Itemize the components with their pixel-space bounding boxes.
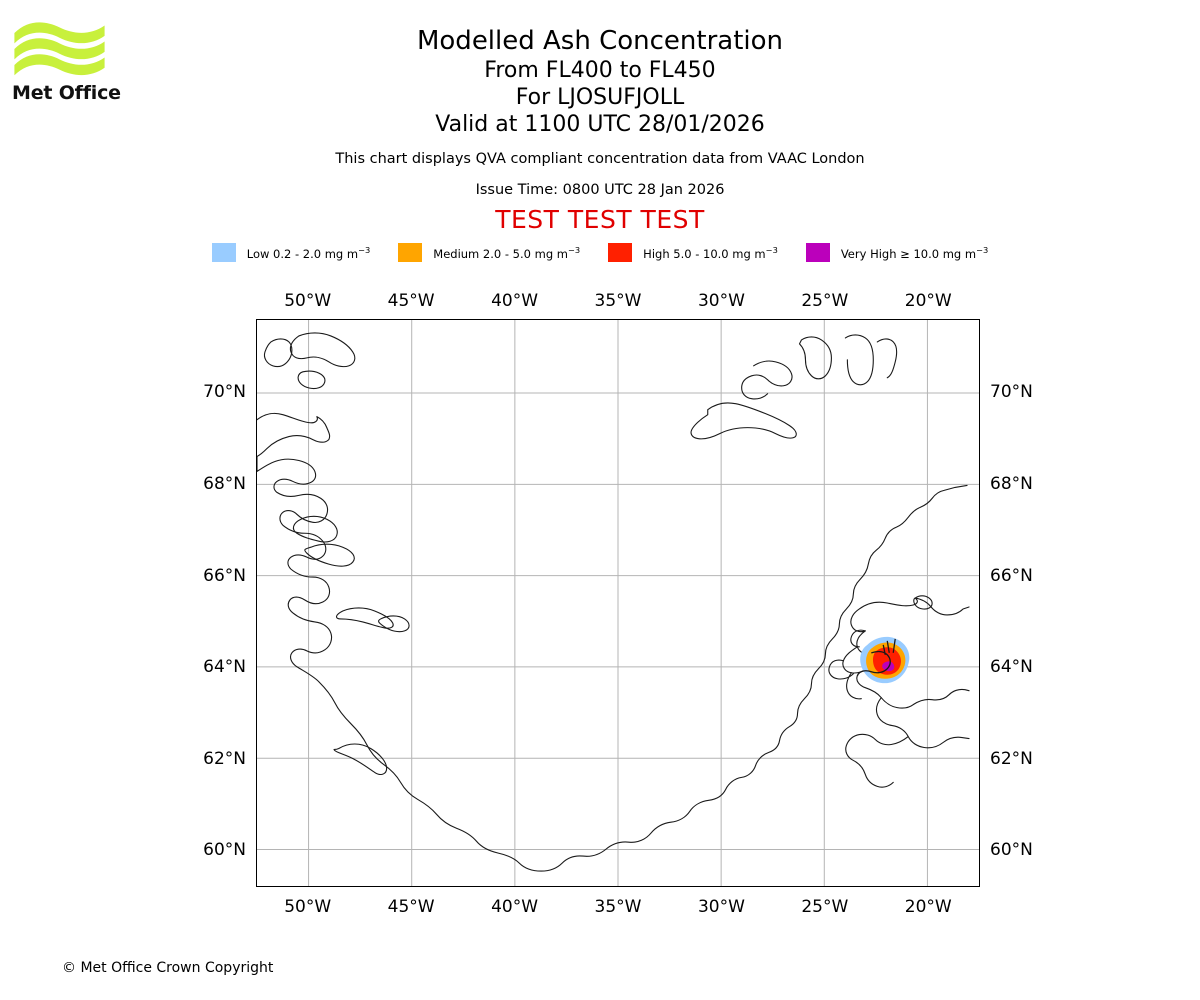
greenland-ne-island-2 bbox=[798, 336, 832, 380]
flight-level-subtitle: From FL400 to FL450 bbox=[484, 58, 716, 83]
chart-header: Modelled Ash Concentration From FL400 to… bbox=[0, 26, 1200, 234]
ytick-right-70°N: 70°N bbox=[990, 382, 1033, 403]
legend-high-swatch bbox=[608, 243, 633, 262]
xtick-bottom-35°W: 35°W bbox=[594, 897, 642, 917]
xtick-bottom-50°W: 50°W bbox=[284, 897, 332, 917]
test-banner: TEST TEST TEST bbox=[495, 205, 705, 234]
xtick-top-20°W: 20°W bbox=[904, 291, 952, 311]
legend-very-high-swatch bbox=[805, 243, 830, 262]
ytick-left-70°N: 70°N bbox=[203, 382, 246, 403]
greenland-west-island-4 bbox=[378, 615, 410, 633]
volcano-subtitle: For LJOSUFJOLL bbox=[515, 85, 685, 110]
ytick-left-68°N: 68°N bbox=[203, 473, 246, 494]
legend-medium: Medium 2.0 - 5.0 mg m−3 bbox=[398, 243, 580, 262]
met-office-logo: Met Office bbox=[12, 18, 212, 104]
legend-medium-swatch bbox=[398, 243, 423, 262]
greenland-nw-island-3 bbox=[297, 370, 326, 390]
greenland-coast bbox=[257, 412, 968, 872]
ytick-left-64°N: 64°N bbox=[203, 657, 246, 678]
greenland-ne-island bbox=[741, 360, 793, 400]
legend-high: High 5.0 - 10.0 mg m−3 bbox=[608, 243, 778, 262]
plume-very-high-contour bbox=[882, 661, 895, 672]
greenland-ne-island-3 bbox=[844, 334, 874, 386]
legend-very-high: Very High ≥ 10.0 mg m−3 bbox=[805, 243, 989, 262]
greenland-nw-island-2 bbox=[289, 332, 356, 368]
page-title: Modelled Ash Concentration bbox=[416, 26, 784, 56]
legend-very-high-label: Very High ≥ 10.0 mg m−3 bbox=[840, 244, 989, 261]
greenland-east-inlet bbox=[690, 402, 797, 440]
ash-plume bbox=[856, 636, 910, 684]
legend-low: Low 0.2 - 2.0 mg m−3 bbox=[211, 243, 371, 262]
ytick-left-62°N: 62°N bbox=[203, 748, 246, 769]
greenland-sw-island bbox=[333, 743, 388, 776]
greenland-ne-island-4 bbox=[876, 338, 898, 379]
xtick-top-45°W: 45°W bbox=[387, 291, 435, 311]
legend-medium-label: Medium 2.0 - 5.0 mg m−3 bbox=[433, 244, 581, 261]
greenland-west-island-2 bbox=[304, 543, 355, 567]
ytick-right-60°N: 60°N bbox=[990, 840, 1033, 861]
ytick-left-60°N: 60°N bbox=[203, 840, 246, 861]
xtick-bottom-20°W: 20°W bbox=[904, 897, 952, 917]
ytick-right-66°N: 66°N bbox=[990, 565, 1033, 586]
iceland-west-fjords bbox=[828, 659, 862, 700]
greenland-west-island-3 bbox=[335, 607, 394, 629]
legend-low-label: Low 0.2 - 2.0 mg m−3 bbox=[246, 244, 371, 261]
xtick-top-35°W: 35°W bbox=[594, 291, 642, 311]
xtick-bottom-30°W: 30°W bbox=[697, 897, 745, 917]
ytick-right-68°N: 68°N bbox=[990, 473, 1033, 494]
legend-low-swatch bbox=[211, 243, 236, 262]
brand-name: Met Office bbox=[12, 82, 121, 104]
greenland-iceland-coastlines bbox=[257, 332, 970, 872]
qva-note: This chart displays QVA compliant concen… bbox=[335, 151, 865, 167]
xtick-top-25°W: 25°W bbox=[801, 291, 849, 311]
greenland-west-island bbox=[292, 515, 338, 543]
coastlines bbox=[257, 360, 969, 883]
iceland-small-island bbox=[913, 595, 933, 610]
met-office-wave-logo-icon bbox=[14, 22, 105, 76]
ytick-right-62°N: 62°N bbox=[990, 748, 1033, 769]
map-plot-area bbox=[256, 319, 980, 887]
ytick-right-64°N: 64°N bbox=[990, 657, 1033, 678]
xtick-bottom-45°W: 45°W bbox=[387, 897, 435, 917]
issue-time: Issue Time: 0800 UTC 28 Jan 2026 bbox=[475, 182, 725, 198]
xtick-top-40°W: 40°W bbox=[491, 291, 539, 311]
valid-time-subtitle: Valid at 1100 UTC 28/01/2026 bbox=[435, 112, 765, 137]
xtick-bottom-25°W: 25°W bbox=[801, 897, 849, 917]
xtick-top-50°W: 50°W bbox=[284, 291, 332, 311]
concentration-legend: Low 0.2 - 2.0 mg m−3 Medium 2.0 - 5.0 mg … bbox=[0, 243, 1200, 262]
copyright-footer: © Met Office Crown Copyright bbox=[62, 960, 274, 976]
legend-high-label: High 5.0 - 10.0 mg m−3 bbox=[643, 244, 778, 261]
greenland-nw-island-1 bbox=[263, 338, 293, 368]
xtick-top-30°W: 30°W bbox=[697, 291, 745, 311]
xtick-bottom-40°W: 40°W bbox=[491, 897, 539, 917]
ytick-left-66°N: 66°N bbox=[203, 565, 246, 586]
